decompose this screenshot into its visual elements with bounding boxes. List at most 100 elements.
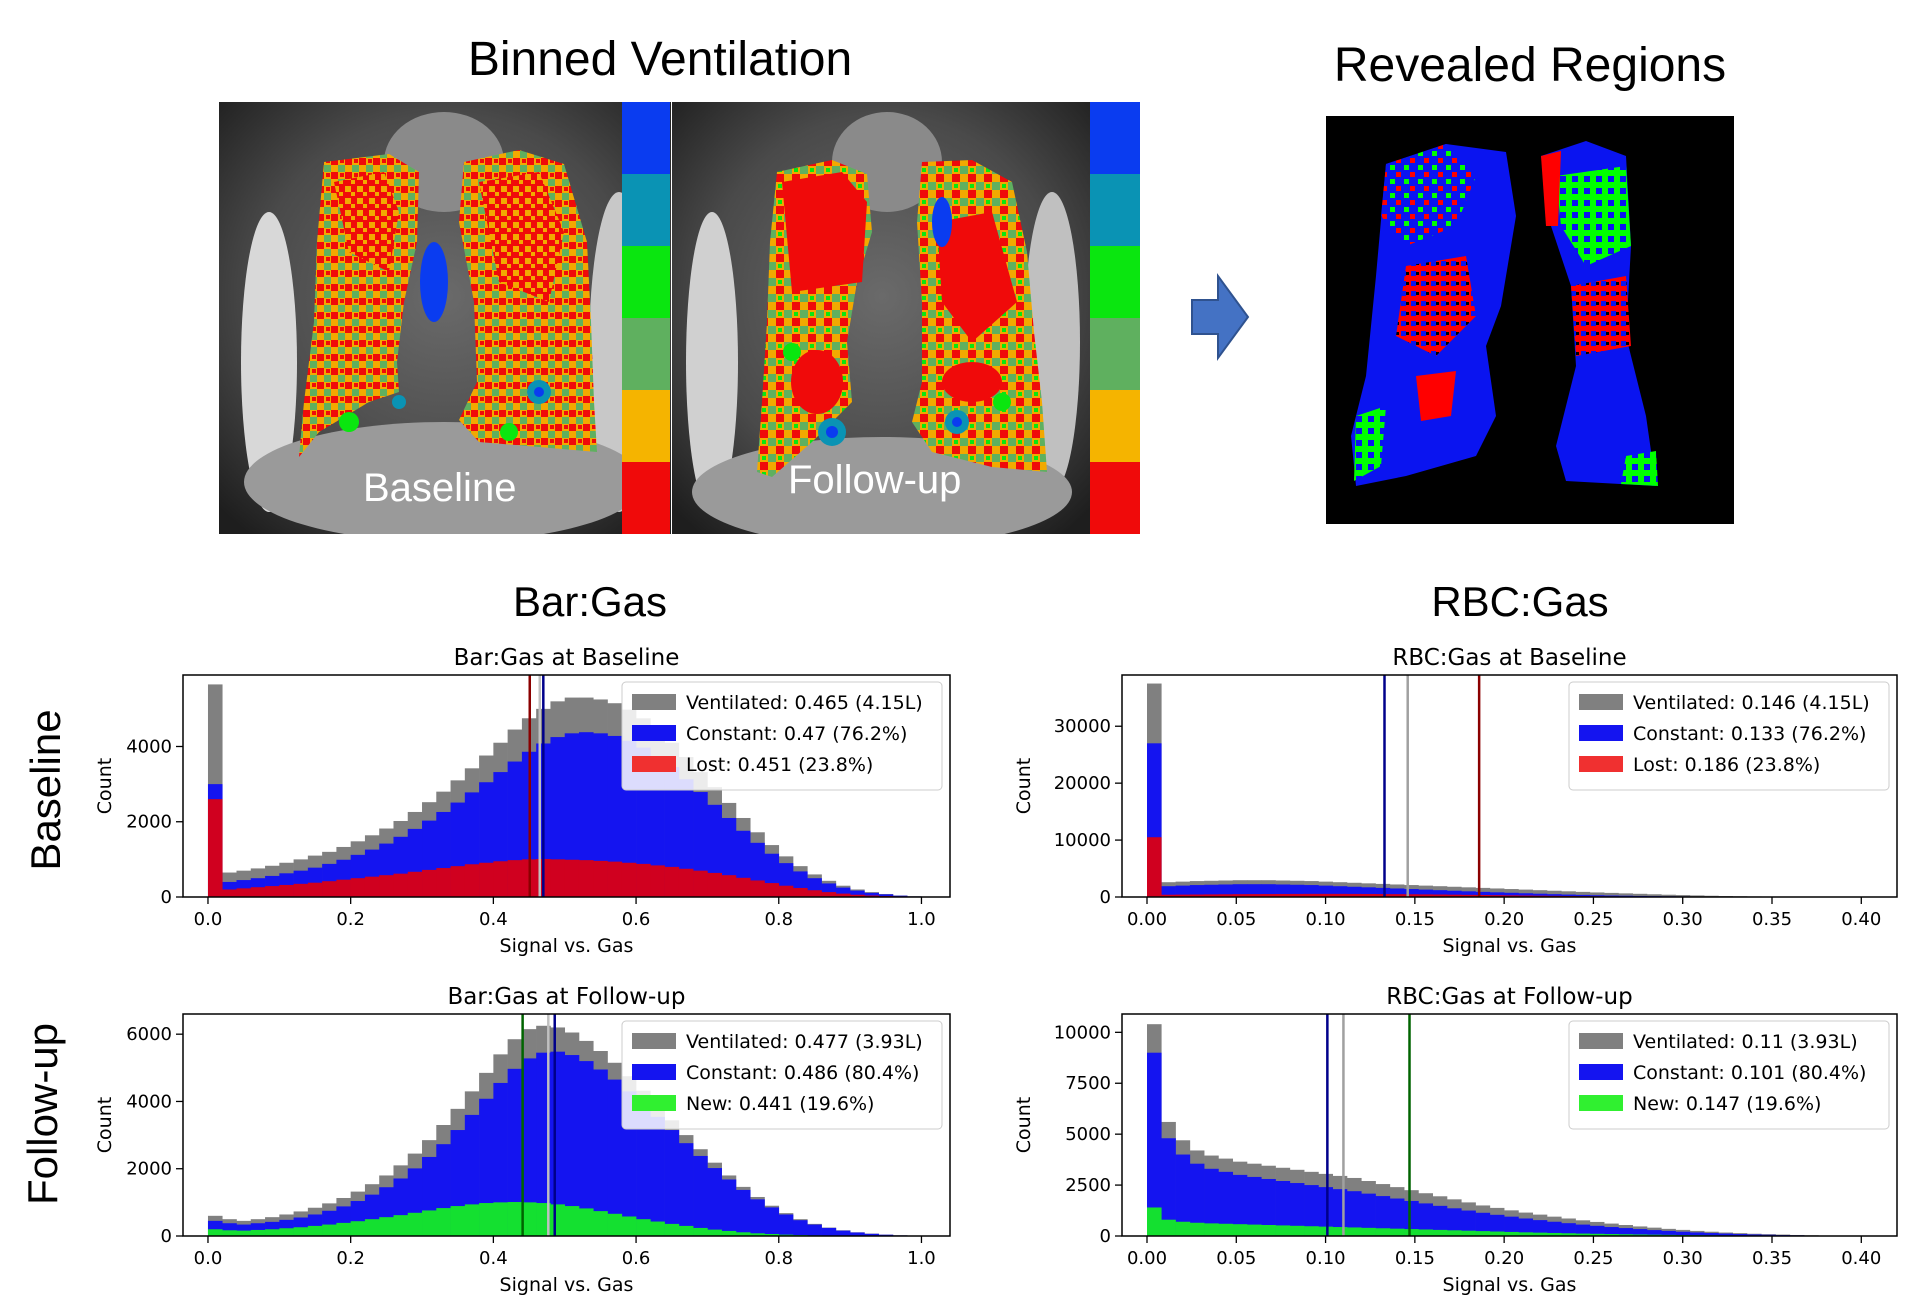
hist-bar bbox=[1518, 893, 1534, 897]
hist-bar bbox=[379, 875, 394, 897]
hist-bar bbox=[878, 894, 894, 897]
bin-1-swatch bbox=[622, 462, 670, 534]
hist-bar bbox=[1561, 1223, 1576, 1236]
x-tick-label: 0.25 bbox=[1573, 909, 1613, 930]
hist-bar bbox=[279, 884, 294, 897]
series-constant bbox=[1147, 1052, 1862, 1236]
y-tick-label: 0 bbox=[161, 1226, 172, 1247]
hist-bar bbox=[707, 1168, 722, 1236]
bin-3-swatch bbox=[1090, 318, 1140, 390]
hist-bar bbox=[1361, 1193, 1376, 1236]
hist-bar bbox=[735, 877, 751, 897]
hist-bar bbox=[1261, 1225, 1276, 1236]
y-tick-label: 30000 bbox=[1054, 716, 1111, 737]
hist-bar bbox=[1332, 886, 1348, 897]
hist-bar bbox=[1189, 1222, 1205, 1236]
hist-bar bbox=[1361, 1227, 1376, 1236]
hist-bar bbox=[407, 871, 423, 897]
hist-bar bbox=[1432, 1205, 1448, 1236]
hist-bar bbox=[1647, 1230, 1662, 1236]
hist-bar bbox=[250, 887, 266, 897]
legend-entry: Constant: 0.101 (80.4%) bbox=[1633, 1062, 1866, 1084]
hist-bar bbox=[864, 892, 879, 897]
hist-bar bbox=[1561, 891, 1576, 897]
hist-bar bbox=[1375, 894, 1391, 897]
hist-bar bbox=[750, 880, 765, 897]
y-tick-label: 20000 bbox=[1054, 773, 1111, 794]
hist-bar bbox=[750, 1233, 765, 1236]
x-tick-label: 0.05 bbox=[1216, 1248, 1256, 1269]
hist-bar bbox=[336, 1222, 351, 1236]
y-tick-label: 0 bbox=[1100, 887, 1111, 908]
hist-bar bbox=[1175, 1154, 1191, 1236]
hist-bar bbox=[636, 1103, 651, 1236]
hist-bar bbox=[207, 1229, 223, 1236]
baseline-ventilation-map: Baseline bbox=[219, 102, 671, 534]
hist-bar bbox=[1661, 1230, 1676, 1236]
plot-frame bbox=[182, 674, 951, 898]
hist-bar bbox=[1575, 1224, 1591, 1236]
x-tick-label: 0.40 bbox=[1841, 909, 1881, 930]
x-tick-label: 0.05 bbox=[1216, 909, 1256, 930]
hist-bar bbox=[1461, 894, 1476, 897]
x-tick-label: 0.0 bbox=[194, 1248, 223, 1269]
hist-bar bbox=[1261, 1178, 1276, 1236]
baseline-image-label: Baseline bbox=[363, 466, 517, 510]
baseline-mri-image bbox=[219, 102, 671, 534]
hist-bar bbox=[693, 1227, 708, 1236]
hist-bar bbox=[422, 869, 437, 897]
legend-swatch bbox=[1579, 1033, 1623, 1049]
hist-bar bbox=[1547, 890, 1562, 897]
revealed-regions-image bbox=[1326, 116, 1734, 524]
hist-bar bbox=[1489, 1231, 1505, 1236]
legend-box bbox=[1568, 681, 1890, 791]
hist-bar bbox=[678, 1225, 694, 1236]
hist-bar bbox=[1347, 893, 1362, 897]
plot-frame bbox=[1121, 674, 1898, 898]
bin-4-swatch bbox=[622, 246, 670, 318]
x-tick-label: 0.00 bbox=[1127, 1248, 1167, 1269]
legend-entry: Constant: 0.133 (76.2%) bbox=[1633, 723, 1866, 745]
x-tick-label: 0.0 bbox=[194, 909, 223, 930]
hist-bar bbox=[1432, 894, 1448, 897]
hist-bar bbox=[835, 1230, 851, 1236]
x-tick-label: 0.35 bbox=[1752, 1248, 1792, 1269]
hist-bar bbox=[593, 1069, 608, 1236]
legend-entry: Ventilated: 0.11 (3.93L) bbox=[1633, 1031, 1858, 1053]
hist-bar bbox=[222, 889, 237, 897]
bin-5-swatch bbox=[1090, 174, 1140, 246]
hist-bar bbox=[564, 1055, 580, 1236]
hist-bar bbox=[1161, 894, 1176, 897]
hist-bar bbox=[1204, 894, 1219, 897]
hist-bar bbox=[1561, 894, 1576, 897]
hist-bar bbox=[1304, 885, 1319, 897]
hist-bar bbox=[1518, 1232, 1534, 1236]
legend-entry: Constant: 0.47 (76.2%) bbox=[686, 723, 907, 745]
bin-5-swatch bbox=[622, 174, 670, 246]
hist-bar bbox=[1489, 892, 1505, 897]
legend-entry: Ventilated: 0.146 (4.15L) bbox=[1633, 692, 1870, 714]
y-axis-label: Count bbox=[1013, 758, 1035, 814]
hist-bar bbox=[1589, 1225, 1605, 1236]
hist-bar bbox=[621, 1216, 637, 1236]
hist-bar bbox=[778, 1214, 794, 1236]
hist-bar bbox=[1175, 894, 1191, 897]
x-tick-label: 0.6 bbox=[622, 909, 651, 930]
hist-bar bbox=[850, 890, 865, 897]
hist-bar bbox=[265, 886, 280, 897]
rbc-followup-histogram: RBC:Gas at Follow-up 0.00 0.05 0.10 0.15 0.20… bbox=[1013, 984, 1898, 1296]
hist-bar bbox=[507, 1068, 523, 1236]
hist-bar bbox=[1147, 1207, 1162, 1236]
hist-bar bbox=[1504, 892, 1519, 897]
hist-bar bbox=[664, 767, 680, 897]
legend-swatch bbox=[1579, 1095, 1623, 1111]
hist-bar bbox=[1475, 895, 1491, 897]
hist-bar bbox=[678, 868, 694, 897]
hist-bar bbox=[1418, 889, 1434, 897]
hist-bar bbox=[1347, 1227, 1362, 1236]
hist-bar bbox=[1704, 1233, 1719, 1236]
hist-bar bbox=[564, 859, 580, 897]
legend-swatch bbox=[1579, 694, 1623, 710]
bin-1-swatch bbox=[1090, 462, 1140, 534]
hist-bar bbox=[1747, 1234, 1762, 1236]
